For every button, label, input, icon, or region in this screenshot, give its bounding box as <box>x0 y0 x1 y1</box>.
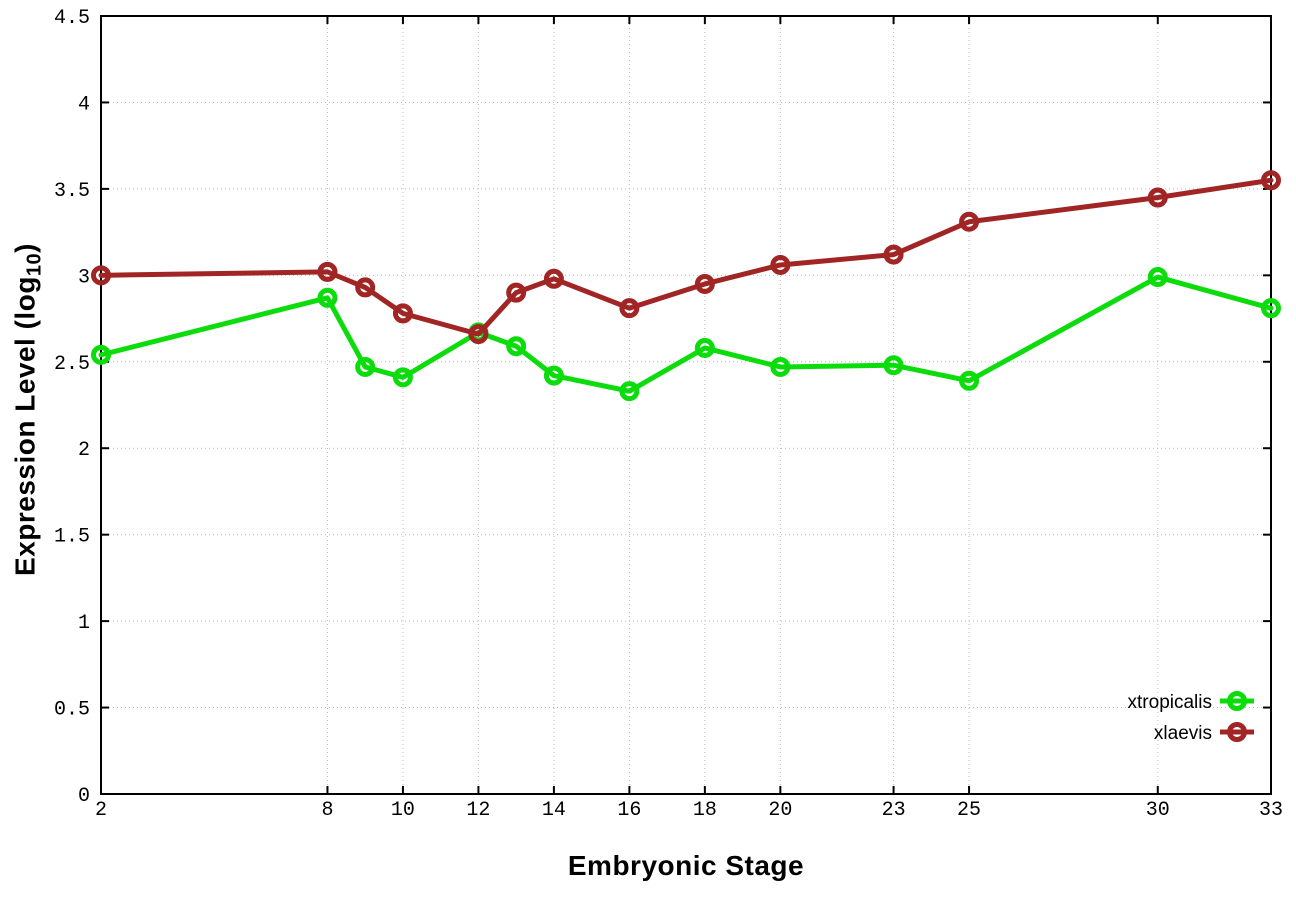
y-tick-label: 1.5 <box>54 526 90 549</box>
data-point-xtropicalis <box>91 344 111 365</box>
data-point-xtropicalis <box>506 336 527 357</box>
y-tick-label: 2 <box>78 439 90 462</box>
y-tick-label: 4 <box>78 93 90 116</box>
x-tick-label: 8 <box>321 799 333 822</box>
x-tick-label: 18 <box>693 799 717 822</box>
y-tick-label: 0.5 <box>54 699 90 722</box>
legend-item-xtropicalis: xtropicalis <box>1128 691 1254 713</box>
data-point-xtropicalis <box>694 337 715 358</box>
data-point-xlaevis <box>770 254 791 275</box>
plot-border <box>100 15 1272 795</box>
x-axis-title: Embryonic Stage <box>567 850 805 881</box>
legend: xtropicalis xlaevis <box>1128 691 1254 744</box>
x-tick-label: 16 <box>617 799 641 822</box>
axis-ticks: 0 0.5 1 1.5 2 2.5 3 3.5 4 4.5 2 8 10 12 14 16 18 20 23 25 30… <box>54 7 1283 822</box>
x-tick-label: 25 <box>957 799 981 822</box>
y-tick-label: 1 <box>78 612 90 635</box>
data-point-xlaevis <box>355 277 376 298</box>
data-point-xtropicalis <box>883 355 904 376</box>
gridlines <box>100 15 1272 795</box>
data-point-xlaevis <box>694 273 715 294</box>
data-point-xlaevis <box>883 244 904 265</box>
x-tick-label: 20 <box>768 799 792 822</box>
x-tick-label: 14 <box>542 799 566 822</box>
x-tick-label: 33 <box>1259 799 1283 822</box>
series-line-xtropicalis <box>98 274 1274 394</box>
data-point-xlaevis <box>543 268 564 289</box>
data-point-xlaevis <box>1147 187 1168 208</box>
data-point-xtropicalis <box>619 381 640 402</box>
data-point-xtropicalis <box>392 367 413 388</box>
legend-item-xlaevis: xlaevis <box>1154 722 1254 744</box>
legend-label-xlaevis: xlaevis <box>1154 723 1212 744</box>
legend-label-xtropicalis: xtropicalis <box>1128 692 1212 713</box>
data-point-xlaevis <box>619 298 640 319</box>
data-point-xtropicalis <box>770 356 791 377</box>
series-xlaevis <box>91 170 1281 345</box>
y-tick-label: 0 <box>78 785 90 808</box>
legend-marker-xtropicalis <box>1227 691 1247 711</box>
y-axis-title-subscript: 10 <box>23 252 46 277</box>
y-axis-title-close: ) <box>9 243 41 253</box>
y-tick-label: 2.5 <box>54 353 90 376</box>
y-tick-label: 3.5 <box>54 180 90 203</box>
data-point-xtropicalis <box>543 365 564 386</box>
data-point-xlaevis <box>506 282 527 303</box>
x-tick-label: 2 <box>95 799 107 822</box>
data-point-xlaevis <box>317 261 338 282</box>
y-axis-title-text: Expression Level (log <box>9 276 41 576</box>
x-tick-label: 12 <box>466 799 490 822</box>
data-point-xlaevis <box>959 211 980 232</box>
x-tick-label: 30 <box>1146 799 1170 822</box>
legend-marker-xlaevis <box>1227 722 1247 742</box>
data-point-xtropicalis <box>959 370 980 391</box>
data-point-xlaevis <box>1261 170 1281 191</box>
data-point-xtropicalis <box>355 356 376 377</box>
y-axis-title: Expression Level (log10) <box>10 170 47 650</box>
data-point-xlaevis <box>468 324 489 345</box>
y-tick-label: 3 <box>78 266 90 289</box>
data-point-xtropicalis <box>317 287 338 308</box>
data-point-xtropicalis <box>1261 298 1281 319</box>
data-point-xlaevis <box>392 303 413 324</box>
y-tick-label: 4.5 <box>54 7 90 30</box>
x-tick-label: 23 <box>882 799 906 822</box>
x-tick-label: 10 <box>391 799 415 822</box>
data-point-xlaevis <box>91 265 111 286</box>
series-xtropicalis <box>91 267 1281 402</box>
data-point-xtropicalis <box>1147 267 1168 288</box>
